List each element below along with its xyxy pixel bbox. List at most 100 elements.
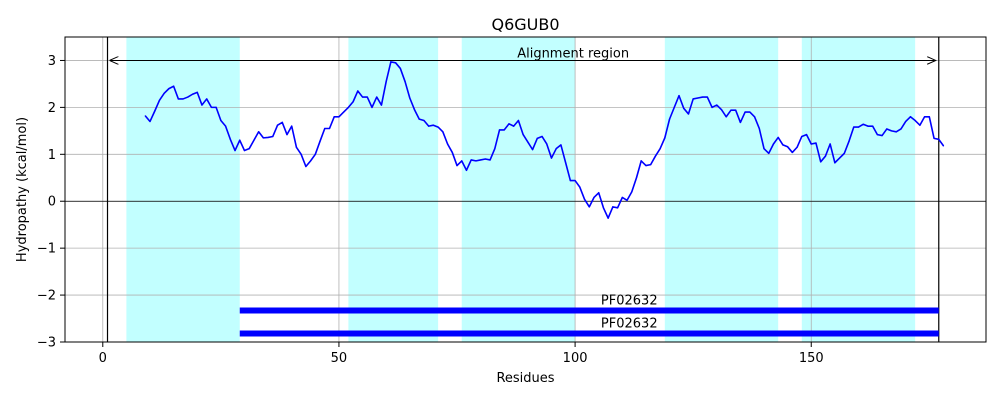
hydropathy-point — [498, 129, 501, 131]
hydropathy-point — [857, 126, 860, 128]
hydropathy-point — [668, 118, 671, 120]
hydropathy-point — [522, 134, 524, 136]
hydropathy-point — [442, 131, 444, 133]
hydropathy-point — [413, 109, 416, 111]
hydropathy-point — [234, 149, 236, 152]
x-tick-label-100: 100 — [563, 351, 588, 366]
hydropathy-point — [258, 131, 260, 133]
domain-label-2: PF02632 — [601, 317, 658, 332]
hydropathy-point — [314, 153, 316, 155]
annotation-layer: Alignment region — [111, 46, 936, 61]
hydropathy-point — [333, 116, 335, 118]
hydropathy-point — [617, 207, 619, 209]
hydropathy-point — [602, 207, 605, 209]
hydropathy-point — [612, 206, 614, 208]
hydropathy-point — [182, 98, 184, 100]
hydropathy-point — [390, 61, 392, 63]
hydropathy-point — [749, 111, 751, 113]
hydropathy-point — [357, 90, 359, 92]
hydropathy-point — [881, 134, 883, 137]
hydropathy-point — [286, 134, 288, 136]
hydropathy-point — [210, 106, 213, 108]
hydropathy-point — [829, 143, 831, 145]
hydropathy-point — [768, 152, 770, 154]
y-axis-label: Hydropathy (kcal/mol) — [15, 117, 30, 262]
hydropathy-point — [248, 148, 250, 150]
y-tick-label-3: 3 — [48, 54, 56, 69]
hydropathy-point — [862, 123, 864, 125]
hydropathy-line — [144, 61, 945, 219]
hydropathy-point — [158, 99, 161, 101]
hydropathy-point — [343, 111, 345, 113]
hydropathy-point — [678, 95, 680, 97]
hydropathy-point — [437, 126, 439, 128]
hydropathy-point — [196, 91, 198, 93]
hydropathy-point — [593, 196, 595, 199]
hydropathy-point — [730, 109, 732, 111]
hydropathy-point — [683, 107, 685, 109]
hydropathy-point — [654, 155, 656, 157]
chart-title: Q6GUB0 — [491, 15, 559, 34]
hydropathy-point — [513, 125, 515, 127]
hydropathy-point — [853, 126, 855, 128]
hydropathy-point — [711, 106, 713, 108]
hydropathy-point — [385, 80, 387, 83]
hydropathy-point — [243, 149, 246, 152]
hydropathy-point — [319, 140, 321, 142]
hydropathy-point — [942, 145, 945, 147]
x-tick-label-150: 150 — [799, 351, 824, 366]
hydropathy-point — [824, 155, 827, 157]
hydropathy-point — [550, 157, 553, 159]
hydropathy-point — [338, 116, 340, 118]
hydropathy-point — [484, 158, 486, 160]
hydropathy-point — [820, 161, 822, 163]
hydropathy-point — [163, 92, 165, 94]
y-tick-label-1: 1 — [48, 148, 56, 163]
hydropathy-point — [324, 127, 326, 130]
hydropathy-point — [938, 138, 940, 140]
vline-layer — [106, 37, 940, 342]
hydropathy-point — [772, 143, 775, 145]
hydropathy-point — [692, 98, 694, 100]
highlight-band-5 — [801, 37, 916, 342]
hydropathy-point — [517, 119, 520, 122]
hydropathy-point — [744, 111, 746, 113]
hydropathy-point — [376, 96, 378, 98]
hydropathy-point — [409, 97, 411, 99]
hydropathy-point — [763, 148, 765, 150]
hydropathy-point — [465, 169, 468, 171]
hydropathy-point — [456, 164, 458, 167]
hydropathy-point — [843, 152, 845, 154]
hydropathy-point — [446, 143, 449, 145]
hydropathy-point — [432, 124, 434, 126]
domain-label-1: PF02632 — [601, 294, 658, 309]
hydropathy-point — [607, 217, 609, 219]
hydropathy-point — [229, 138, 231, 140]
y-tick-label--1: −1 — [37, 242, 56, 257]
hydropathy-point — [461, 160, 463, 162]
hydropathy-point — [272, 135, 274, 138]
hydropathy-point — [834, 162, 836, 164]
hydropathy-point — [508, 123, 510, 125]
hydropathy-point — [404, 80, 406, 83]
hydropathy-point — [310, 160, 312, 162]
hydropathy-point — [480, 159, 482, 161]
hydropathy-point — [631, 191, 633, 193]
hydropathy-point — [645, 164, 647, 167]
hydropathy-point — [933, 137, 935, 139]
hydropathy-point — [659, 148, 661, 150]
hydropathy-point — [702, 96, 704, 98]
highlight-band-3 — [461, 37, 576, 342]
hydropathy-point — [191, 93, 194, 95]
hydropathy-point — [805, 134, 808, 136]
hydropathy-point — [418, 118, 420, 120]
alignment-region-label: Alignment region — [517, 46, 629, 61]
hydropathy-point — [914, 119, 916, 122]
hydropathy-point — [352, 101, 354, 103]
hydropathy-point — [716, 104, 718, 106]
hydropathy-point — [919, 124, 921, 126]
hydropathy-point — [305, 165, 307, 168]
hydropathy-point — [366, 96, 368, 98]
hydropathy-point — [872, 125, 874, 127]
